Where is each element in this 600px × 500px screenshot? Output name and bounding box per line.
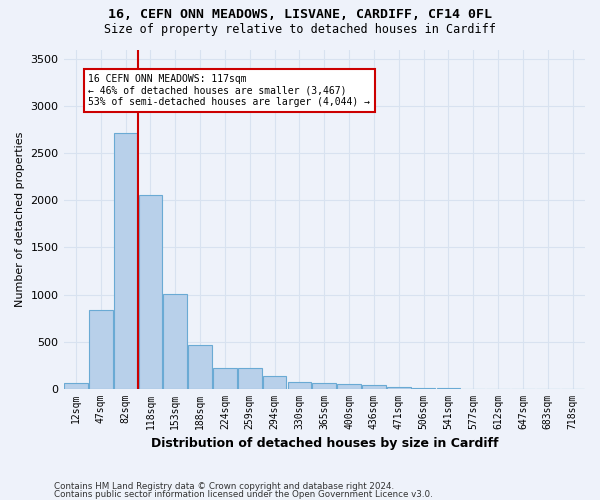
Bar	[213, 368, 237, 388]
Text: Contains HM Land Registry data © Crown copyright and database right 2024.: Contains HM Land Registry data © Crown c…	[54, 482, 394, 491]
Bar	[387, 386, 410, 388]
Y-axis label: Number of detached properties: Number of detached properties	[15, 132, 25, 307]
Bar	[163, 294, 187, 388]
Bar	[337, 384, 361, 388]
Bar	[64, 383, 88, 388]
Text: 16, CEFN ONN MEADOWS, LISVANE, CARDIFF, CF14 0FL: 16, CEFN ONN MEADOWS, LISVANE, CARDIFF, …	[108, 8, 492, 20]
Text: Size of property relative to detached houses in Cardiff: Size of property relative to detached ho…	[104, 22, 496, 36]
Bar	[287, 382, 311, 388]
Bar	[114, 133, 137, 388]
Bar	[139, 195, 162, 388]
Bar	[188, 346, 212, 389]
Bar	[89, 310, 113, 388]
Bar	[238, 368, 262, 388]
Text: Contains public sector information licensed under the Open Government Licence v3: Contains public sector information licen…	[54, 490, 433, 499]
X-axis label: Distribution of detached houses by size in Cardiff: Distribution of detached houses by size …	[151, 437, 498, 450]
Bar	[362, 386, 386, 388]
Bar	[313, 384, 336, 388]
Bar	[263, 376, 286, 388]
Text: 16 CEFN ONN MEADOWS: 117sqm
← 46% of detached houses are smaller (3,467)
53% of : 16 CEFN ONN MEADOWS: 117sqm ← 46% of det…	[88, 74, 370, 106]
